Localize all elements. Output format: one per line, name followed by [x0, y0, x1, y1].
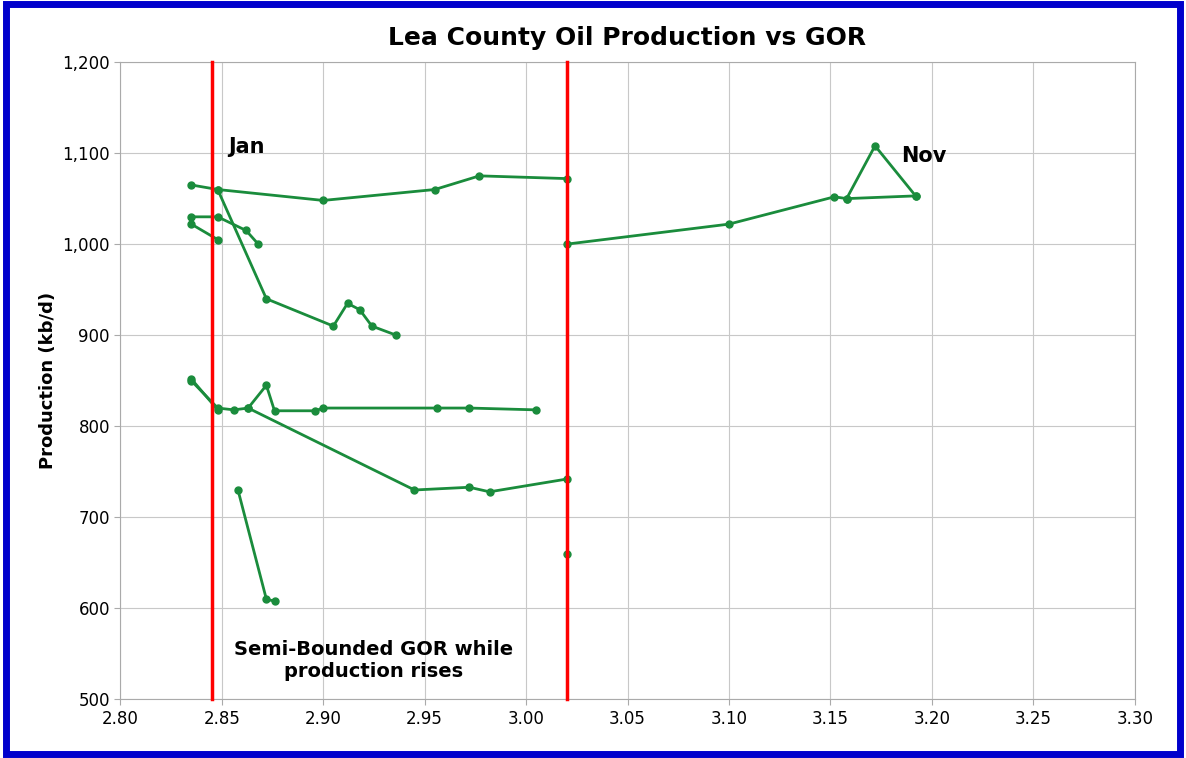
- Text: Semi-Bounded GOR while
production rises: Semi-Bounded GOR while production rises: [235, 641, 514, 681]
- Y-axis label: Production (kb/d): Production (kb/d): [39, 292, 57, 469]
- Title: Lea County Oil Production vs GOR: Lea County Oil Production vs GOR: [389, 27, 867, 50]
- Text: Nov: Nov: [901, 146, 946, 166]
- Text: Jan: Jan: [228, 137, 264, 157]
